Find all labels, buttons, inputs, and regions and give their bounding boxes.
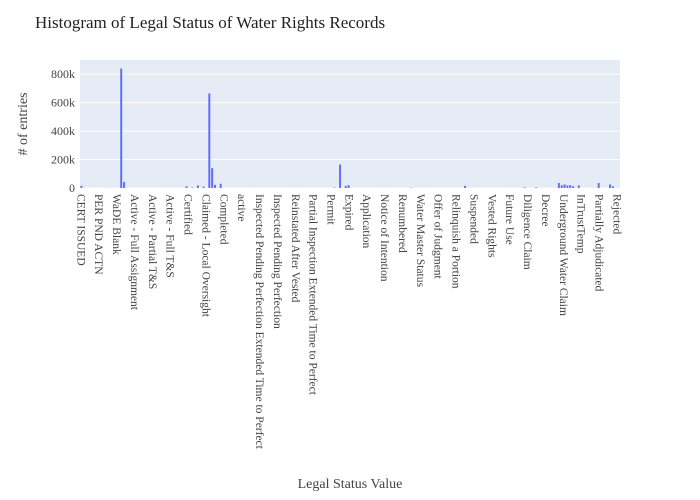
histogram-bar — [219, 183, 222, 188]
histogram-bar — [185, 186, 188, 188]
histogram-bar — [339, 164, 342, 188]
histogram-bar — [211, 168, 214, 188]
y-tick-label: 600k — [51, 96, 75, 110]
x-tick-label: active — [235, 194, 247, 221]
y-axis-ticks: 0 200k 400k 600k 800k — [51, 67, 75, 195]
y-axis-title: # of entries — [16, 93, 31, 156]
x-tick-label: Active - Full T&S — [164, 194, 176, 278]
histogram-bar — [566, 185, 569, 188]
bar-series — [80, 68, 620, 188]
x-tick-label: Decree — [539, 194, 551, 227]
histogram-bar — [80, 185, 83, 188]
histogram-bar — [557, 183, 560, 188]
x-axis-ticks: CERT ISSUED PER PND ACTN WaDE Blank Active … — [74, 194, 622, 450]
x-tick-label: Underground Water Claim — [557, 194, 569, 316]
histogram-bar — [120, 68, 123, 188]
x-tick-label: Certified — [182, 194, 194, 235]
histogram-bar — [464, 185, 467, 188]
x-tick-label: Diligence Claim — [521, 194, 533, 270]
histogram-bar — [123, 182, 126, 188]
histogram-bar — [196, 185, 199, 188]
x-tick-label: Reinstated After Vested — [289, 194, 301, 303]
histogram-bar — [214, 184, 216, 188]
x-tick-label: CERT ISSUED — [74, 194, 86, 266]
histogram-bar — [344, 185, 347, 188]
x-tick-label: Expired — [342, 194, 354, 231]
y-tick-label: 200k — [51, 153, 75, 167]
histogram-bar — [208, 93, 211, 188]
histogram-bar — [597, 183, 600, 188]
x-tick-label: Vested Rights — [485, 194, 497, 258]
x-tick-label: Permit — [324, 194, 336, 225]
x-tick-label: Offer of Judgment — [432, 194, 444, 280]
histogram-bar — [563, 184, 566, 188]
y-tick-label: 400k — [51, 124, 75, 138]
histogram-bar — [611, 186, 614, 188]
x-tick-label: Inspected Pending Perfection — [271, 194, 283, 329]
histogram-bar — [347, 185, 350, 188]
histogram-bar — [333, 187, 336, 188]
x-tick-label: WaDE Blank — [110, 194, 122, 255]
histogram-bar — [569, 185, 572, 188]
x-tick-label: Rejected — [610, 194, 622, 234]
histogram-bar — [609, 184, 612, 188]
x-tick-label: Completed — [217, 194, 229, 245]
x-tick-label: Water Master Status — [414, 194, 426, 287]
x-tick-label: Partial Inspection Extended Time to Perf… — [307, 194, 319, 396]
x-tick-label: Active - Partial T&S — [146, 194, 158, 289]
chart-title: Histogram of Legal Status of Water Right… — [35, 13, 386, 32]
x-tick-label: Application — [360, 194, 372, 249]
plot-area — [80, 60, 620, 188]
x-tick-label: Inspected Pending Perfection Extended Ti… — [253, 194, 265, 450]
y-tick-label: 800k — [51, 67, 75, 81]
x-tick-label: Notice of Intention — [378, 194, 390, 282]
histogram-bar — [535, 187, 538, 188]
x-tick-label: Suspended — [467, 194, 479, 244]
histogram-bar — [560, 185, 563, 188]
histogram-bar — [577, 185, 580, 188]
x-tick-label: Relinquish a Portion — [450, 194, 462, 289]
x-tick-label: Partially Adjudicated — [592, 194, 604, 292]
histogram-bar — [202, 186, 205, 188]
x-tick-label: Future Use — [503, 194, 515, 245]
histogram-bar — [523, 187, 526, 188]
x-tick-label: PER PND ACTN — [92, 194, 104, 275]
x-axis-title: Legal Status Value — [298, 477, 403, 492]
histogram-bar — [191, 187, 194, 188]
histogram-bar — [572, 186, 575, 188]
x-tick-label: InTrustTemp — [575, 194, 587, 254]
x-tick-label: Active - Full Assignment — [128, 194, 140, 311]
x-tick-label: Claimed - Local Oversight — [199, 194, 211, 318]
y-tick-label: 0 — [69, 181, 75, 195]
x-tick-label: Renumbered — [396, 194, 408, 253]
